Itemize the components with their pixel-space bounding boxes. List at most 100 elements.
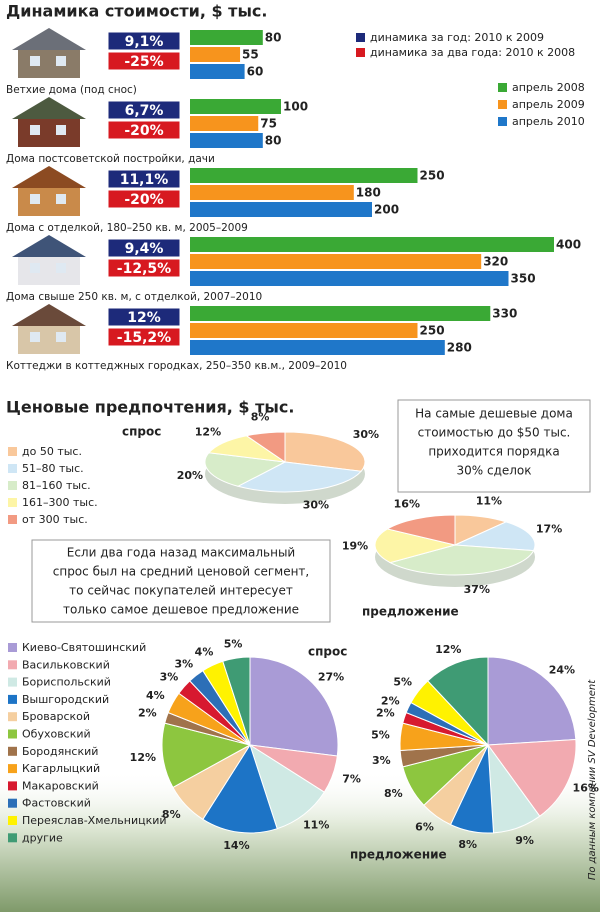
slice-label: 14%: [223, 839, 249, 852]
pie-slice: [386, 514, 456, 546]
bar-label: 330: [492, 307, 517, 321]
legend-label: Бориспольский: [22, 676, 111, 689]
slice-label: 2%: [138, 706, 157, 719]
slice-label: 2%: [381, 695, 400, 708]
slice-label: 30%: [353, 428, 379, 441]
house-wall: [18, 48, 80, 78]
pie-slice: [454, 521, 536, 552]
house-wall: [18, 117, 80, 147]
house-window: [30, 263, 40, 273]
slice-label: 3%: [372, 754, 391, 767]
badge: [107, 169, 181, 189]
bar: [190, 340, 445, 355]
legend-swatch: [8, 798, 17, 808]
legend-swatch: [8, 694, 17, 704]
legend-label: Киево-Святошинский: [22, 641, 146, 654]
house-window: [56, 194, 66, 204]
category-label: Дома с отделкой, 180–250 кв. м, 2005–200…: [6, 222, 248, 234]
legend-label: Макаровский: [22, 779, 99, 792]
title: Ценовые предпочтения, $ тыс.: [6, 398, 294, 417]
legend-swatch: [8, 464, 17, 473]
slice-label: 4%: [146, 689, 165, 702]
bar: [190, 133, 263, 148]
slice-label: 6%: [415, 821, 434, 834]
house-window: [30, 194, 40, 204]
note-text: На самые дешевые дома: [415, 407, 573, 421]
bar-label: 350: [511, 272, 536, 286]
badge-label: -12,5%: [117, 261, 171, 277]
bar: [190, 306, 491, 321]
house-roof: [12, 166, 86, 188]
pie-slice: [222, 656, 251, 746]
badge-label: 6,7%: [125, 103, 164, 119]
slice-label: 12%: [195, 426, 221, 439]
pie-slice: [207, 435, 286, 463]
slice-label: 2%: [376, 706, 395, 719]
legend-label: Переяслав-Хмельницкий: [22, 814, 167, 827]
houses: [12, 28, 86, 354]
badge-label: 9,4%: [125, 241, 164, 257]
note-box: [397, 399, 591, 493]
note-text: приходится порядка: [428, 445, 559, 459]
pie-slice: [284, 431, 366, 472]
pie-slice: [374, 528, 456, 564]
badge: [107, 238, 181, 258]
badge-label: -20%: [124, 123, 163, 139]
note-text: стоимостью до $50 тыс.: [418, 426, 571, 440]
slice-label: 17%: [536, 522, 562, 535]
slice-label: 4%: [195, 646, 214, 659]
house-window: [56, 125, 66, 135]
bar-label: 180: [356, 186, 381, 200]
legend-label: апрель 2010: [512, 115, 585, 128]
slice-label: 5%: [371, 728, 390, 741]
slice-label: 27%: [318, 671, 344, 684]
legend-label: апрель 2008: [512, 81, 585, 94]
slice-label: 3%: [160, 671, 179, 684]
pie-slice: [161, 722, 252, 789]
legend-swatch: [8, 781, 17, 791]
note-box: [31, 539, 331, 623]
bar-label: 60: [247, 65, 264, 79]
legend-label: апрель 2009: [512, 98, 585, 111]
bar-label: 80: [265, 134, 282, 148]
slice-label: 9%: [515, 834, 534, 847]
bar-label: 75: [260, 117, 277, 131]
pie-label: предложение: [362, 605, 459, 619]
bar: [190, 168, 418, 183]
slice-label: 8%: [458, 838, 477, 851]
source: По данным компании SV Development: [587, 679, 598, 880]
slice-label: 12%: [435, 643, 461, 656]
bar-label: 250: [420, 169, 445, 183]
note-text: Если два года назад максимальный: [67, 546, 295, 560]
house-roof: [12, 28, 86, 50]
legend-label: динамика за два года: 2010 к 2008: [370, 46, 575, 59]
bar: [190, 323, 418, 338]
slice-label: 11%: [303, 819, 329, 832]
badge-label: 11,1%: [120, 172, 169, 188]
note-text: то сейчас покупателей интересует: [69, 584, 293, 598]
legend-label: Вышгородский: [22, 693, 109, 706]
badge: [107, 31, 181, 51]
legend-swatch: [8, 712, 17, 722]
house-window: [56, 56, 66, 66]
bar-label: 200: [374, 203, 399, 217]
house-window: [56, 263, 66, 273]
slice-label: 8%: [251, 410, 270, 423]
slice-label: 16%: [573, 781, 599, 794]
legend-label: 81–160 тыс.: [22, 479, 91, 492]
slice-label: 11%: [476, 495, 502, 508]
house-window: [30, 125, 40, 135]
legend-label: до 50 тыс.: [22, 445, 82, 458]
bar-label: 80: [265, 31, 282, 45]
legend-swatch: [8, 481, 17, 490]
pie-slice: [388, 544, 535, 576]
bar: [190, 254, 482, 269]
house-roof: [12, 235, 86, 257]
pie-label: предложение: [350, 848, 447, 862]
category-label: Дома постсоветской постройки, дачи: [6, 153, 215, 165]
pie-slice: [249, 656, 339, 757]
bar: [190, 47, 241, 62]
bar: [190, 116, 259, 131]
bar: [190, 237, 554, 252]
